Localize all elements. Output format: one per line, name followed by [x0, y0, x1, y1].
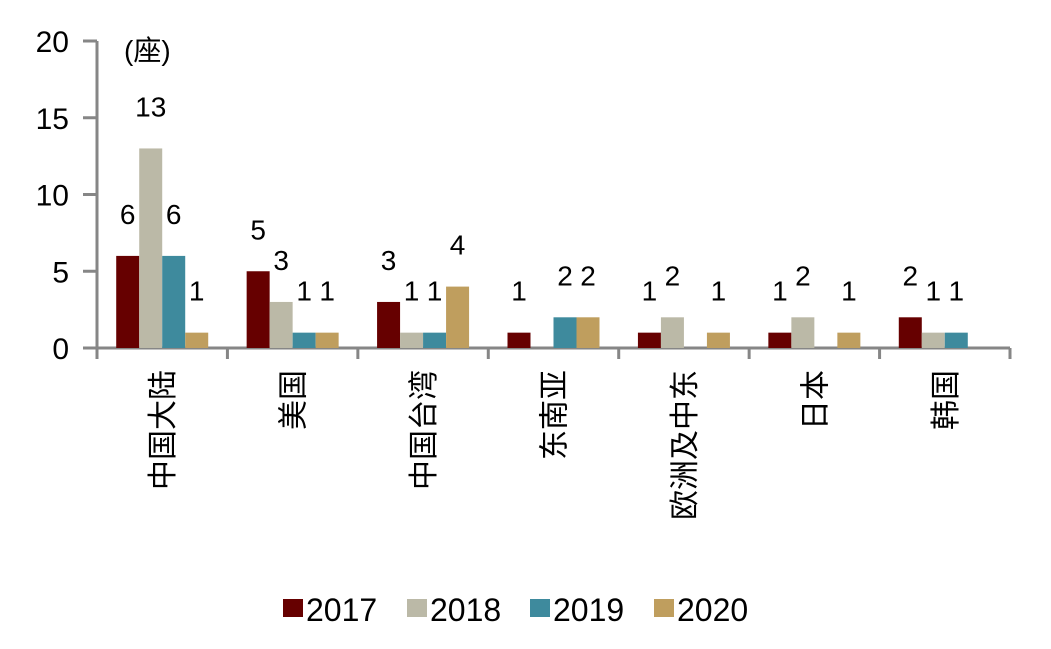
bar-2020-0 — [185, 332, 209, 348]
bar-2019-3 — [553, 317, 577, 348]
category-label: 中国大陆 — [146, 370, 181, 490]
category-label: 中国台湾 — [407, 370, 442, 490]
bar-2018-6 — [921, 332, 945, 348]
data-label: 4 — [450, 230, 466, 261]
bar-2020-1 — [315, 332, 339, 348]
y-tick-label: 0 — [52, 333, 69, 366]
category-label: 欧洲及中东 — [668, 370, 703, 520]
legend-label: 2020 — [677, 592, 748, 628]
category-labels: 中国大陆 美国 中国台湾 东南亚 欧洲及中东 日本 韩国 — [146, 370, 964, 520]
bar-2020-4 — [706, 332, 730, 348]
legend: 2017 2018 2019 2020 — [283, 592, 748, 628]
legend-swatch-2019 — [530, 599, 550, 617]
data-label: 1 — [511, 276, 527, 307]
bar-2020-2 — [446, 286, 470, 348]
legend-label: 2017 — [306, 592, 377, 628]
y-tick-label: 10 — [36, 180, 69, 213]
data-label: 1 — [711, 276, 727, 307]
category-label: 日本 — [798, 370, 833, 430]
data-label: 1 — [841, 276, 857, 307]
unit-label: (座) — [124, 35, 171, 66]
data-label: 13 — [135, 91, 166, 122]
data-label: 2 — [795, 260, 811, 291]
data-label: 1 — [189, 276, 205, 307]
data-label: 1 — [925, 276, 941, 307]
category-label: 韩国 — [929, 370, 964, 430]
legend-label: 2018 — [430, 592, 501, 628]
data-label: 1 — [642, 276, 658, 307]
legend-swatch-2018 — [407, 599, 427, 617]
data-label: 5 — [250, 214, 266, 245]
legend-swatch-2020 — [654, 599, 674, 617]
bar-2018-5 — [791, 317, 815, 348]
data-label: 6 — [166, 199, 182, 230]
data-label: 1 — [404, 276, 420, 307]
y-tick-label: 15 — [36, 103, 69, 136]
bar-2017-4 — [637, 332, 661, 348]
data-label: 2 — [557, 260, 573, 291]
bar-2018-2 — [400, 332, 424, 348]
data-label: 1 — [948, 276, 964, 307]
legend-label: 2019 — [553, 592, 624, 628]
bar-2017-3 — [507, 332, 531, 348]
category-label: 东南亚 — [538, 370, 573, 460]
category-label: 美国 — [277, 370, 312, 430]
bar-2019-0 — [162, 255, 186, 348]
bar-2017-5 — [768, 332, 792, 348]
data-label: 1 — [319, 276, 335, 307]
bar-2019-6 — [944, 332, 968, 348]
bar-2020-3 — [576, 317, 600, 348]
bar-2018-4 — [660, 317, 684, 348]
bar-2019-2 — [423, 332, 447, 348]
bar-2019-1 — [292, 332, 316, 348]
legend-swatch-2017 — [283, 599, 303, 617]
bar-2018-1 — [269, 301, 293, 348]
bar-2020-5 — [837, 332, 861, 348]
data-label: 1 — [772, 276, 788, 307]
y-tick-label: 20 — [36, 26, 69, 59]
bar-2018-0 — [139, 148, 163, 348]
data-label: 3 — [273, 245, 289, 276]
data-label: 6 — [120, 199, 136, 230]
bar-2017-6 — [898, 317, 922, 348]
y-tick-label: 5 — [52, 256, 69, 289]
data-label: 2 — [665, 260, 681, 291]
data-label: 1 — [296, 276, 312, 307]
data-label: 1 — [427, 276, 443, 307]
data-label: 2 — [580, 260, 596, 291]
bar-2017-0 — [116, 255, 140, 348]
bars — [116, 148, 968, 348]
data-label: 2 — [902, 260, 918, 291]
bar-2017-1 — [246, 271, 270, 348]
bar-2017-2 — [377, 301, 401, 348]
data-label: 3 — [381, 245, 397, 276]
